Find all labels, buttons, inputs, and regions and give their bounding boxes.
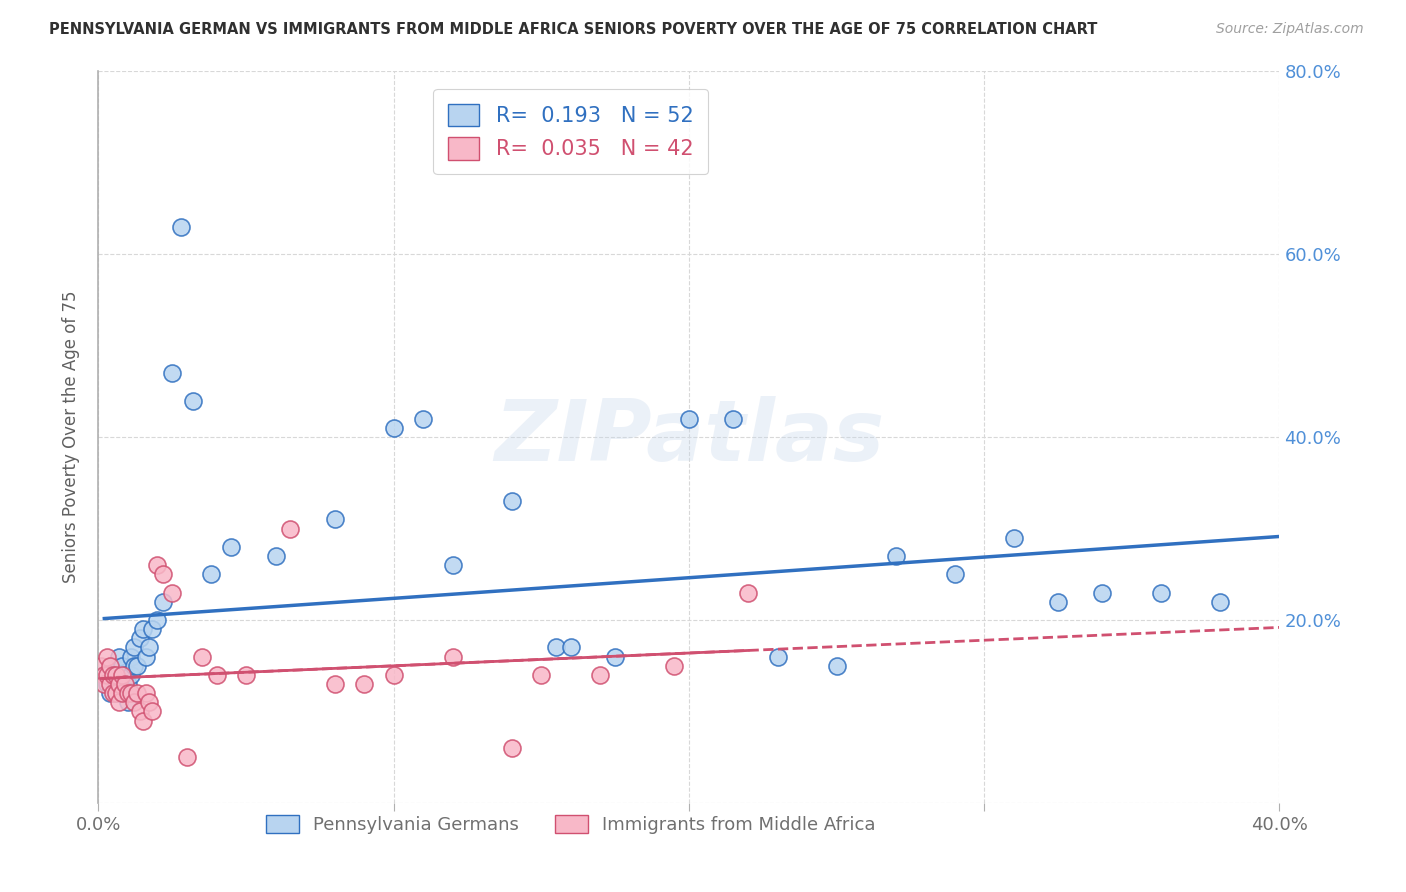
Point — [1150, 585, 1173, 599]
Point — [146, 558, 169, 573]
Point — [98, 658, 121, 673]
Point — [120, 686, 142, 700]
Point — [678, 412, 700, 426]
Point — [170, 219, 193, 234]
Point — [1209, 594, 1232, 608]
Point — [105, 677, 128, 691]
Point — [162, 366, 183, 380]
Point — [103, 658, 125, 673]
Point — [1091, 585, 1114, 599]
Point — [441, 649, 464, 664]
Point — [93, 667, 115, 681]
Point — [103, 686, 125, 700]
Point — [105, 686, 128, 700]
Point — [141, 705, 163, 719]
Point — [382, 667, 405, 681]
Point — [111, 658, 134, 673]
Point — [122, 695, 145, 709]
Point — [353, 677, 375, 691]
Point — [737, 585, 759, 599]
Point — [114, 677, 136, 691]
Point — [105, 686, 128, 700]
Point — [546, 640, 568, 655]
Point — [114, 686, 136, 700]
Point — [93, 667, 115, 681]
Point — [108, 649, 131, 664]
Point — [205, 667, 228, 681]
Point — [90, 658, 112, 673]
Point — [138, 695, 160, 709]
Point — [664, 658, 686, 673]
Point — [1002, 531, 1025, 545]
Point — [96, 667, 118, 681]
Point — [181, 393, 204, 408]
Point — [264, 549, 287, 563]
Point — [111, 677, 134, 691]
Point — [221, 540, 243, 554]
Point — [138, 640, 160, 655]
Point — [132, 622, 155, 636]
Point — [114, 667, 136, 681]
Point — [117, 686, 139, 700]
Point — [108, 677, 131, 691]
Point — [125, 686, 148, 700]
Point — [382, 421, 405, 435]
Point — [108, 667, 131, 681]
Point — [98, 677, 121, 691]
Point — [132, 714, 155, 728]
Point — [103, 667, 125, 681]
Y-axis label: Seniors Poverty Over the Age of 75: Seniors Poverty Over the Age of 75 — [62, 291, 80, 583]
Point — [122, 658, 145, 673]
Point — [412, 412, 434, 426]
Point — [93, 677, 115, 691]
Point — [120, 667, 142, 681]
Point — [501, 740, 523, 755]
Point — [111, 686, 134, 700]
Point — [176, 750, 198, 764]
Point — [1046, 594, 1070, 608]
Point — [162, 585, 183, 599]
Point — [723, 412, 745, 426]
Point — [441, 558, 464, 573]
Point — [605, 649, 627, 664]
Point — [141, 622, 163, 636]
Point — [128, 632, 150, 646]
Point — [135, 649, 157, 664]
Point — [146, 613, 169, 627]
Legend: Pennsylvania Germans, Immigrants from Middle Africa: Pennsylvania Germans, Immigrants from Mi… — [259, 807, 883, 841]
Point — [103, 667, 125, 681]
Point — [96, 677, 118, 691]
Point — [122, 640, 145, 655]
Text: PENNSYLVANIA GERMAN VS IMMIGRANTS FROM MIDDLE AFRICA SENIORS POVERTY OVER THE AG: PENNSYLVANIA GERMAN VS IMMIGRANTS FROM M… — [49, 22, 1098, 37]
Point — [943, 567, 966, 582]
Point — [135, 686, 157, 700]
Point — [589, 667, 612, 681]
Point — [884, 549, 907, 563]
Point — [235, 667, 257, 681]
Point — [323, 512, 346, 526]
Point — [108, 695, 131, 709]
Point — [825, 658, 848, 673]
Point — [120, 649, 142, 664]
Text: Source: ZipAtlas.com: Source: ZipAtlas.com — [1216, 22, 1364, 37]
Point — [117, 677, 139, 691]
Point — [111, 667, 134, 681]
Point — [117, 695, 139, 709]
Point — [560, 640, 582, 655]
Point — [530, 667, 553, 681]
Point — [128, 705, 150, 719]
Point — [96, 649, 118, 664]
Point — [98, 686, 121, 700]
Point — [200, 567, 222, 582]
Text: ZIPatlas: ZIPatlas — [494, 395, 884, 479]
Point — [152, 567, 174, 582]
Point — [501, 494, 523, 508]
Point — [125, 658, 148, 673]
Point — [152, 594, 174, 608]
Point — [105, 667, 128, 681]
Point — [280, 521, 302, 535]
Point — [191, 649, 214, 664]
Point — [766, 649, 789, 664]
Point — [323, 677, 346, 691]
